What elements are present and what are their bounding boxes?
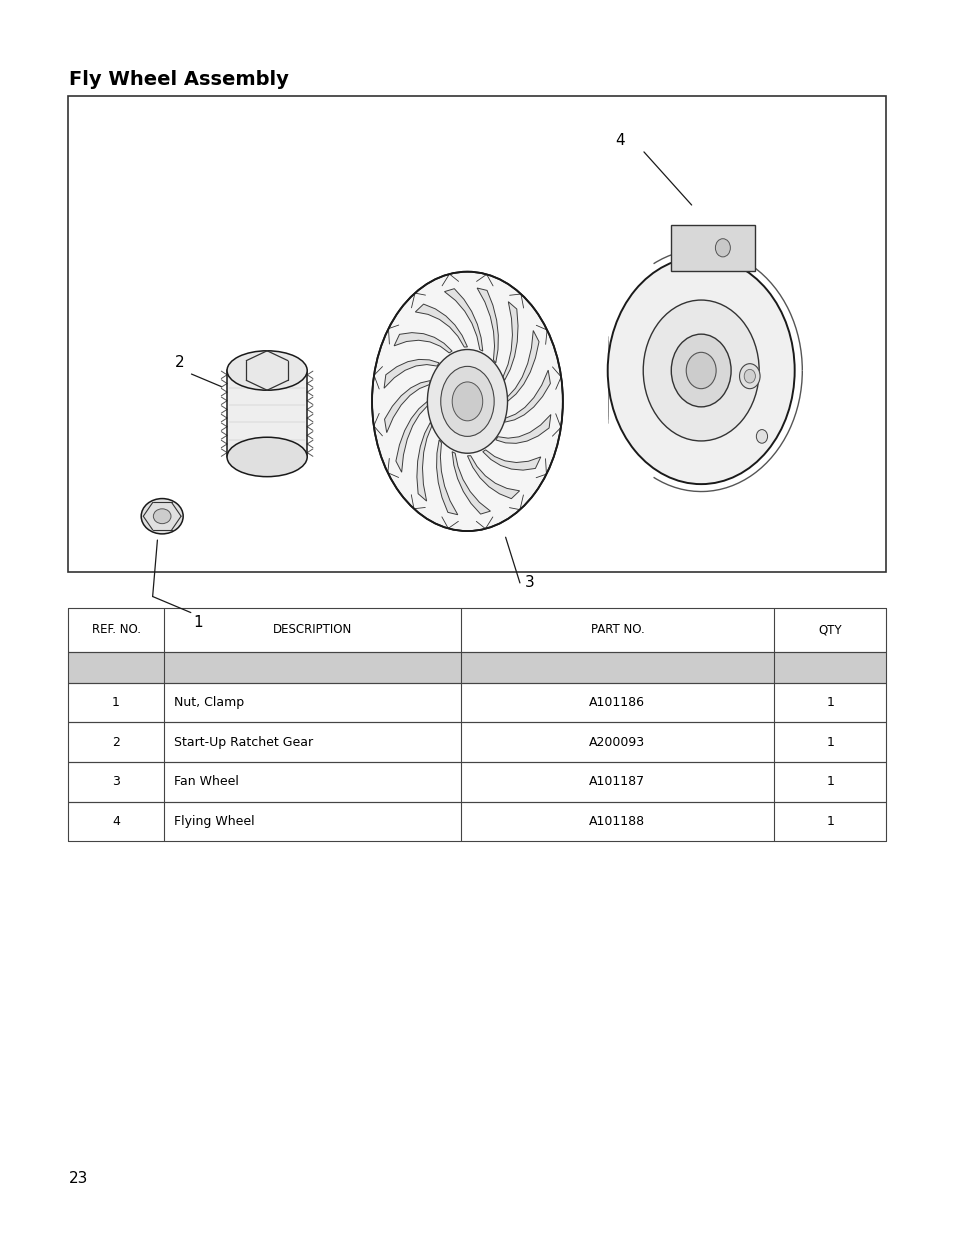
Ellipse shape	[440, 367, 494, 436]
Text: 3: 3	[112, 776, 120, 788]
Polygon shape	[496, 415, 550, 443]
Text: 1: 1	[825, 776, 833, 788]
Text: 4: 4	[112, 815, 120, 827]
Ellipse shape	[227, 437, 307, 477]
Polygon shape	[476, 288, 497, 363]
Polygon shape	[507, 331, 538, 401]
Bar	[68, 722, 885, 762]
Text: 1: 1	[112, 697, 120, 709]
Text: A101186: A101186	[589, 697, 644, 709]
Polygon shape	[227, 370, 307, 457]
Ellipse shape	[671, 335, 730, 406]
Text: 1: 1	[193, 615, 203, 630]
Polygon shape	[415, 304, 467, 347]
Text: 2: 2	[112, 736, 120, 748]
Text: 23: 23	[69, 1171, 88, 1186]
Ellipse shape	[756, 430, 767, 443]
Polygon shape	[384, 359, 438, 388]
Text: Start-Up Ratchet Gear: Start-Up Ratchet Gear	[173, 736, 313, 748]
Polygon shape	[395, 401, 427, 472]
Polygon shape	[384, 380, 430, 432]
Polygon shape	[502, 301, 517, 380]
Polygon shape	[671, 225, 755, 270]
Ellipse shape	[642, 300, 759, 441]
Ellipse shape	[715, 238, 730, 257]
Polygon shape	[416, 422, 432, 501]
Text: 1: 1	[825, 697, 833, 709]
Ellipse shape	[153, 509, 171, 524]
Bar	[68, 802, 885, 841]
Bar	[68, 652, 885, 683]
Ellipse shape	[372, 272, 562, 531]
Ellipse shape	[607, 257, 794, 484]
Bar	[68, 96, 885, 572]
Ellipse shape	[685, 352, 716, 389]
Ellipse shape	[452, 382, 482, 421]
Polygon shape	[436, 440, 457, 515]
Text: DESCRIPTION: DESCRIPTION	[273, 624, 352, 636]
Polygon shape	[504, 370, 550, 422]
Polygon shape	[467, 456, 519, 499]
Ellipse shape	[427, 350, 507, 453]
Text: QTY: QTY	[818, 624, 841, 636]
Bar	[68, 762, 885, 802]
Text: 4: 4	[615, 133, 624, 148]
Text: Fly Wheel Assembly: Fly Wheel Assembly	[69, 70, 288, 89]
Text: 1: 1	[825, 815, 833, 827]
Polygon shape	[444, 289, 482, 351]
Polygon shape	[482, 450, 540, 471]
Text: Fan Wheel: Fan Wheel	[173, 776, 238, 788]
Bar	[68, 683, 885, 722]
Polygon shape	[394, 332, 452, 353]
Bar	[68, 608, 885, 652]
Ellipse shape	[227, 351, 307, 390]
Text: A101188: A101188	[589, 815, 645, 827]
Ellipse shape	[141, 499, 183, 534]
Polygon shape	[452, 452, 490, 514]
Text: Nut, Clamp: Nut, Clamp	[173, 697, 244, 709]
Text: REF. NO.: REF. NO.	[91, 624, 140, 636]
Text: PART NO.: PART NO.	[590, 624, 643, 636]
Ellipse shape	[739, 363, 760, 389]
Text: A101187: A101187	[589, 776, 645, 788]
Ellipse shape	[743, 369, 755, 383]
Text: 2: 2	[174, 356, 184, 370]
Text: A200093: A200093	[589, 736, 645, 748]
Text: 1: 1	[825, 736, 833, 748]
Text: 3: 3	[524, 576, 534, 590]
Text: Flying Wheel: Flying Wheel	[173, 815, 254, 827]
